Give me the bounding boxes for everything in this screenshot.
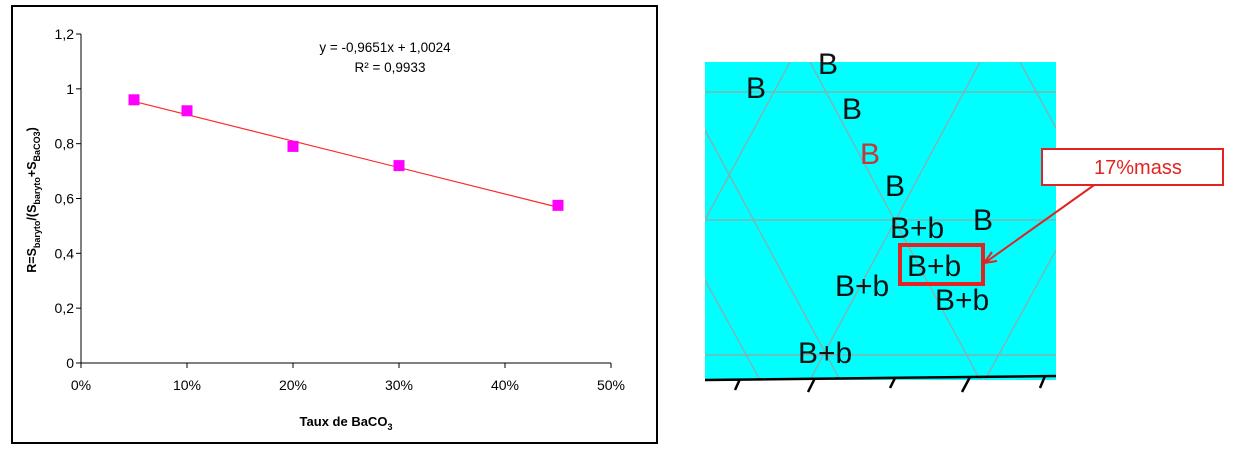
phase-labels: B B B B B B+b B B+b B+b B+b B+b: [746, 48, 993, 370]
chart-panel: 0 0,2 0,4 0,6 0,8 1 1,2 0% 10% 20% 30% 40% 50% y = …: [11, 5, 658, 444]
y-tick-label: 1,2: [55, 26, 75, 42]
y-axis-title-part: +S: [25, 161, 39, 177]
phase-label: B+b: [890, 212, 944, 245]
r-squared-label: R² = 0,9933: [355, 60, 426, 75]
phase-label: B: [746, 72, 766, 105]
phase-diagram-background: [705, 62, 1056, 380]
highlight-box: [898, 243, 985, 286]
phase-label-boxed: B+b: [907, 250, 961, 283]
data-point: [128, 94, 140, 106]
x-tick-label: 0%: [71, 377, 91, 393]
y-tick-label: 0,6: [55, 191, 75, 207]
y-tick-label: 1: [66, 81, 74, 97]
y-axis-title-part: R=S: [25, 248, 39, 273]
y-axis-title-part: ): [25, 127, 39, 131]
y-tick-label: 0,2: [55, 300, 75, 316]
callout-arrow: [981, 182, 1098, 265]
phase-label: B+b: [798, 337, 852, 370]
y-tick-label: 0,8: [55, 136, 75, 152]
x-axis-ticks: 0% 10% 20% 30% 40% 50%: [71, 363, 625, 393]
y-axis-title: R=Sbaryto/(Sbaryto+SBaCO3): [25, 127, 42, 273]
trendline-equation: y = -0,9651x + 1,0024: [319, 40, 451, 55]
y-axis-ticks: 0 0,2 0,4 0,6 0,8 1 1,2: [55, 26, 81, 371]
phase-label: B+b: [935, 284, 989, 317]
y-tick-label: 0: [66, 355, 74, 371]
callout-label: 17%mass: [1094, 157, 1182, 179]
y-axis-title-sub: baryto: [32, 220, 42, 248]
phase-diagram: B B B B B B+b B B+b B+b B+b B+b 17%mass: [704, 48, 1224, 393]
phase-label: B: [818, 48, 838, 81]
y-axis-title-part: /(S: [25, 205, 39, 221]
callout-box: [1041, 148, 1224, 186]
data-point: [287, 140, 299, 152]
phase-label: B: [885, 170, 905, 203]
x-axis-title-main: Taux de BaCO: [300, 414, 388, 429]
x-tick-label: 30%: [385, 377, 413, 393]
x-axis-title: Taux de BaCO3: [300, 414, 393, 432]
data-points: [128, 94, 564, 211]
y-axis-title-sub: baryto: [32, 177, 42, 205]
x-tick-label: 50%: [597, 377, 625, 393]
phase-label: B+b: [835, 270, 889, 303]
data-point: [181, 105, 193, 117]
y-tick-label: 0,4: [55, 245, 75, 261]
x-axis-title-sub: 3: [387, 422, 392, 432]
phase-label: B: [842, 93, 862, 126]
y-axis-title-sub: BaCO3: [32, 131, 42, 161]
data-point: [393, 160, 405, 172]
phase-label-highlighted: B: [860, 138, 880, 171]
phase-diagram-grid: [705, 62, 1056, 380]
chart-border: [11, 5, 658, 444]
phase-label: B: [973, 204, 993, 237]
data-point: [552, 199, 564, 211]
trendline: [133, 100, 559, 208]
x-tick-label: 40%: [491, 377, 519, 393]
x-tick-label: 20%: [279, 377, 307, 393]
scatter-chart: 0 0,2 0,4 0,6 0,8 1 1,2 0% 10% 20% 30% 40% 50% y = …: [11, 5, 658, 444]
phase-diagram-panel: B B B B B B+b B B+b B+b B+b B+b 17%mass: [680, 0, 1234, 444]
axis-ticks: [704, 374, 1057, 393]
x-tick-label: 10%: [173, 377, 201, 393]
